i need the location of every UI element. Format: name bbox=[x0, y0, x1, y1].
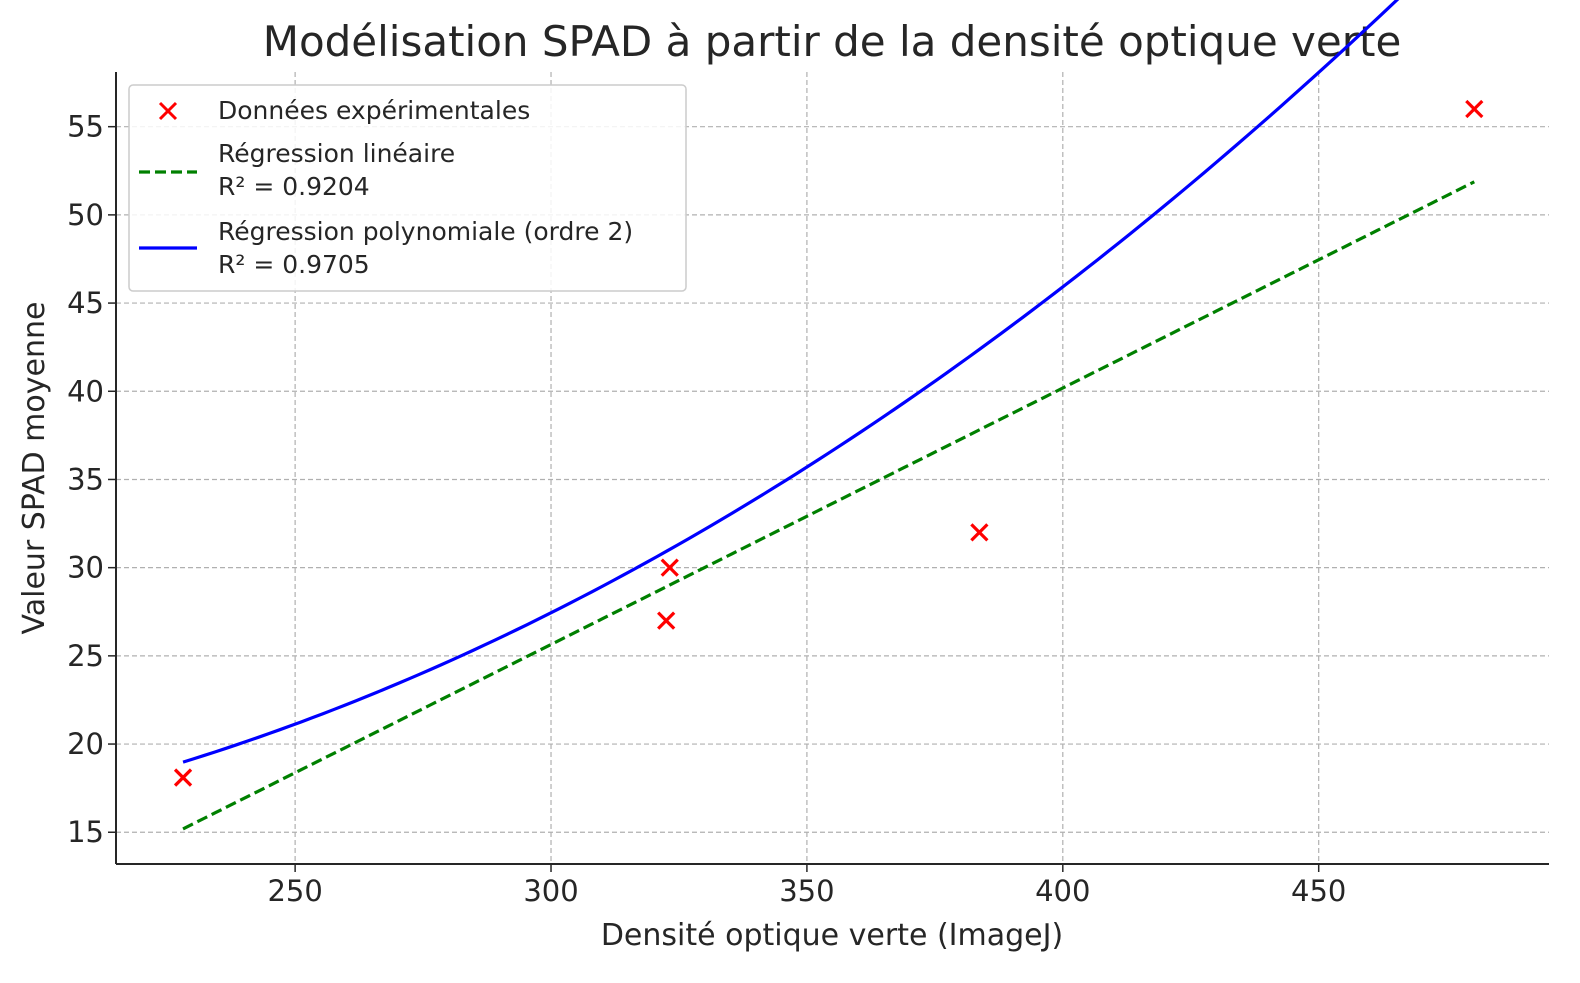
y-tick-label: 15 bbox=[67, 815, 104, 849]
legend-r2-polynomial: R² = 0.9705 bbox=[218, 250, 370, 279]
data-point bbox=[660, 558, 679, 577]
legend-item-scatter: Données expérimentales bbox=[158, 96, 530, 125]
legend-label-polynomial: Régression polynomiale (ordre 2) bbox=[218, 217, 633, 246]
ticks-layer: 250 300 350 400 450 15 20 25 30 35 40 45 50 55 bbox=[67, 110, 1346, 908]
x-tick-label: 450 bbox=[1291, 874, 1346, 908]
polynomial-regression-line bbox=[182, 0, 1400, 764]
y-tick-label: 55 bbox=[67, 110, 104, 144]
y-tick-label: 20 bbox=[67, 727, 104, 761]
y-tick-label: 40 bbox=[67, 374, 104, 408]
y-axis-title: Valeur SPAD moyenne bbox=[17, 302, 52, 635]
x-tick-label: 250 bbox=[267, 874, 322, 908]
x-tick-label: 300 bbox=[523, 874, 578, 908]
y-tick-label: 30 bbox=[67, 551, 104, 585]
x-tick-label: 350 bbox=[779, 874, 834, 908]
legend-frame bbox=[128, 84, 687, 292]
data-point bbox=[1465, 99, 1484, 119]
series-layer bbox=[173, 0, 1484, 831]
legend-label-scatter: Données expérimentales bbox=[218, 96, 530, 125]
data-point bbox=[173, 768, 193, 787]
legend-item-linear: Régression linéaire R² = 0.9204 bbox=[139, 139, 455, 201]
linear-regression-line bbox=[182, 180, 1475, 831]
legend-item-polynomial: Régression polynomiale (ordre 2) R² = 0.… bbox=[139, 217, 633, 279]
y-tick-label: 50 bbox=[67, 198, 104, 232]
y-tick-label: 45 bbox=[67, 286, 104, 320]
x-tick-label: 400 bbox=[1035, 874, 1090, 908]
x-axis-title: Densité optique verte (ImageJ) bbox=[601, 918, 1063, 953]
legend-label-linear: Régression linéaire bbox=[218, 139, 455, 168]
legend: Données expérimentales Régression linéai… bbox=[128, 84, 687, 292]
legend-r2-linear: R² = 0.9204 bbox=[218, 172, 370, 201]
y-tick-label: 25 bbox=[67, 639, 104, 673]
axes-layer bbox=[115, 72, 1549, 865]
grid-layer bbox=[116, 72, 1549, 864]
data-point bbox=[970, 523, 989, 542]
chart-title: Modélisation SPAD à partir de la densité… bbox=[263, 17, 1402, 66]
legend-marker-x-icon bbox=[158, 101, 178, 121]
data-point bbox=[657, 611, 676, 630]
y-tick-label: 35 bbox=[67, 462, 104, 496]
